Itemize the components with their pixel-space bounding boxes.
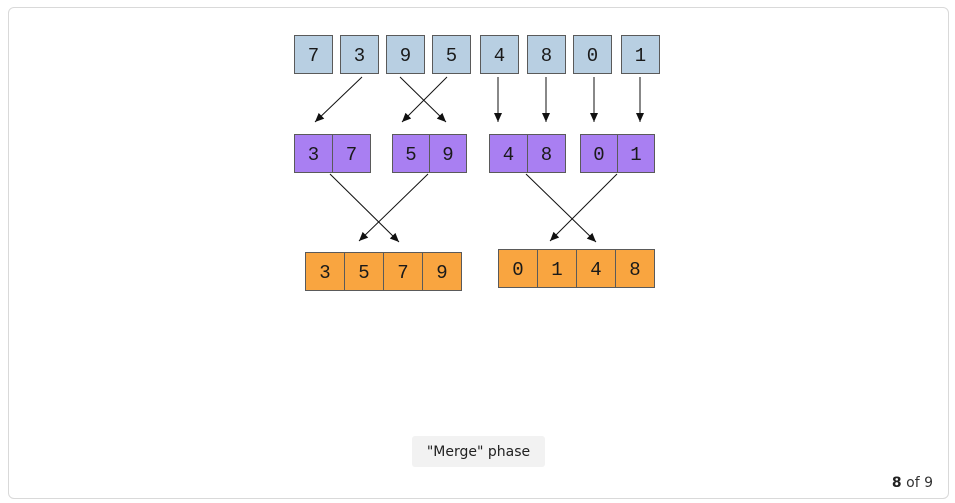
slide-frame — [8, 7, 949, 499]
arrow-8 — [329, 173, 400, 243]
input-row-group-1: 7 — [294, 35, 333, 74]
merged-row-cell-value: 8 — [629, 259, 640, 281]
input-row-group-3: 9 — [386, 35, 425, 74]
input-row-cell-value: 4 — [494, 45, 505, 67]
pager-separator: of — [906, 475, 920, 491]
merged-row-cell — [576, 249, 616, 288]
merged-row-cell — [344, 252, 384, 291]
arrow-11 — [549, 173, 618, 242]
arrows-layer — [314, 76, 644, 243]
pair-row-cell-value: 1 — [630, 144, 641, 166]
input-row-group-8: 1 — [621, 35, 660, 74]
input-row-cell-value: 9 — [400, 45, 411, 67]
input-row-cell — [340, 35, 379, 74]
pair-row-cell-value: 5 — [405, 144, 416, 166]
input-row-cell — [573, 35, 612, 74]
merged-row-cell-value: 4 — [590, 259, 601, 281]
arrow-10 — [525, 173, 597, 243]
merged-row-cell-value: 0 — [512, 259, 523, 281]
input-row-group-4: 5 — [432, 35, 471, 74]
input-row-cell-value: 8 — [541, 45, 552, 67]
phase-caption-text: "Merge" phase — [426, 443, 531, 460]
input-row-cell — [386, 35, 425, 74]
input-row-cell — [294, 35, 333, 74]
pager-total: 9 — [924, 475, 933, 491]
input-row-cell — [621, 35, 660, 74]
merged-row-cell — [305, 252, 345, 291]
pair-row-cell-value: 4 — [503, 144, 514, 166]
merged-row-cell-value: 3 — [319, 262, 330, 284]
merged-row-cell — [537, 249, 577, 288]
pair-row-cell-value: 0 — [593, 144, 604, 166]
pair-row-cell — [527, 134, 566, 173]
merged-row-cell-value: 5 — [358, 262, 369, 284]
slide-pager: 8 of 9 — [892, 475, 933, 491]
input-row-cell — [480, 35, 519, 74]
pair-row-cell — [489, 134, 528, 173]
phase-caption: "Merge" phase — [412, 436, 545, 467]
pair-row-cell — [617, 134, 655, 173]
input-row-cell — [527, 35, 566, 74]
pair-row-cell-value: 7 — [346, 144, 357, 166]
merged-row-cell-value: 7 — [397, 262, 408, 284]
merged-row-group-2: 0 1 4 8 — [498, 249, 655, 288]
pair-row-cell — [332, 134, 371, 173]
merged-row-cell — [422, 252, 462, 291]
input-row-group-6: 8 — [527, 35, 566, 74]
cells-layer: 7 3 9 5 4 8 0 13 7 5 9 4 8 0 13 5 7 9 0 1 4 8 — [294, 35, 660, 291]
input-row-group-5: 4 — [480, 35, 519, 74]
pair-row-cell — [392, 134, 430, 173]
pair-row-cell-value: 9 — [442, 144, 453, 166]
pair-row-cell-value: 3 — [308, 144, 319, 166]
merged-row-group-1: 3 5 7 9 — [305, 252, 462, 291]
merged-row-cell — [615, 249, 655, 288]
pager-current: 8 — [891, 475, 902, 491]
pair-row-cell — [580, 134, 618, 173]
input-row-cell-value: 5 — [446, 45, 457, 67]
pair-row-cell — [429, 134, 467, 173]
merged-row-cell-value: 1 — [551, 259, 562, 281]
merged-row-cell — [383, 252, 423, 291]
input-row-cell-value: 3 — [354, 45, 365, 67]
input-row-cell-value: 0 — [587, 45, 598, 67]
arrow-1 — [314, 76, 363, 123]
merged-row-cell — [498, 249, 538, 288]
input-row-group-7: 0 — [573, 35, 612, 74]
input-row-group-2: 3 — [340, 35, 379, 74]
input-row-cell-value: 7 — [308, 45, 319, 67]
arrow-9 — [358, 173, 429, 242]
input-row-cell-value: 1 — [635, 45, 646, 67]
input-row-cell — [432, 35, 471, 74]
arrow-3 — [401, 76, 448, 123]
merged-row-cell-value: 9 — [436, 262, 447, 284]
pair-row-cell-value: 8 — [541, 144, 552, 166]
arrow-2 — [399, 76, 447, 123]
